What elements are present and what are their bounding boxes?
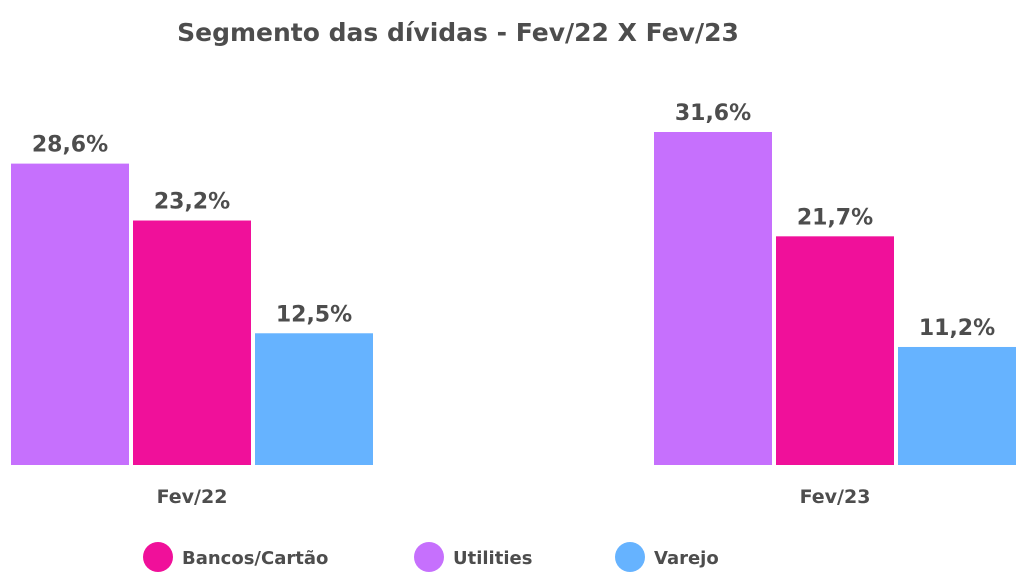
legend-label-varejo: Varejo	[654, 548, 719, 569]
legend: Bancos/Cartão Utilities Varejo	[143, 542, 719, 572]
category-label-fev-23: Fev/23	[800, 486, 871, 508]
bar-utilities-fev-23	[654, 132, 772, 465]
data-label-bancos-cartao-fev-23: 21,7%	[797, 205, 873, 230]
legend-label-bancos-cartao: Bancos/Cartão	[182, 548, 328, 569]
category-label-fev-22: Fev/22	[157, 486, 228, 508]
data-label-utilities-fev-22: 28,6%	[32, 133, 108, 158]
chart-title: Segmento das dívidas - Fev/22 X Fev/23	[177, 18, 739, 47]
data-label-utilities-fev-23: 31,6%	[675, 101, 751, 126]
bar-bancos-cartao-fev-22	[133, 220, 251, 465]
data-label-bancos-cartao-fev-22: 23,2%	[154, 190, 230, 215]
category-labels-group: Fev/22 Fev/23	[157, 486, 871, 508]
data-labels-group: 28,6% 23,2% 12,5% 31,6% 21,7% 11,2%	[32, 101, 995, 341]
legend-marker-bancos-cartao	[143, 542, 173, 572]
data-label-varejo-fev-22: 12,5%	[276, 302, 352, 327]
bar-varejo-fev-22	[255, 333, 373, 465]
bar-varejo-fev-23	[898, 346, 1016, 465]
bar-bancos-cartao-fev-23	[776, 236, 894, 465]
bars-group	[11, 132, 1016, 465]
data-label-varejo-fev-23: 11,2%	[919, 316, 995, 341]
legend-label-utilities: Utilities	[453, 548, 532, 569]
legend-marker-varejo	[615, 542, 645, 572]
bar-utilities-fev-22	[11, 163, 129, 465]
legend-marker-utilities	[414, 542, 444, 572]
